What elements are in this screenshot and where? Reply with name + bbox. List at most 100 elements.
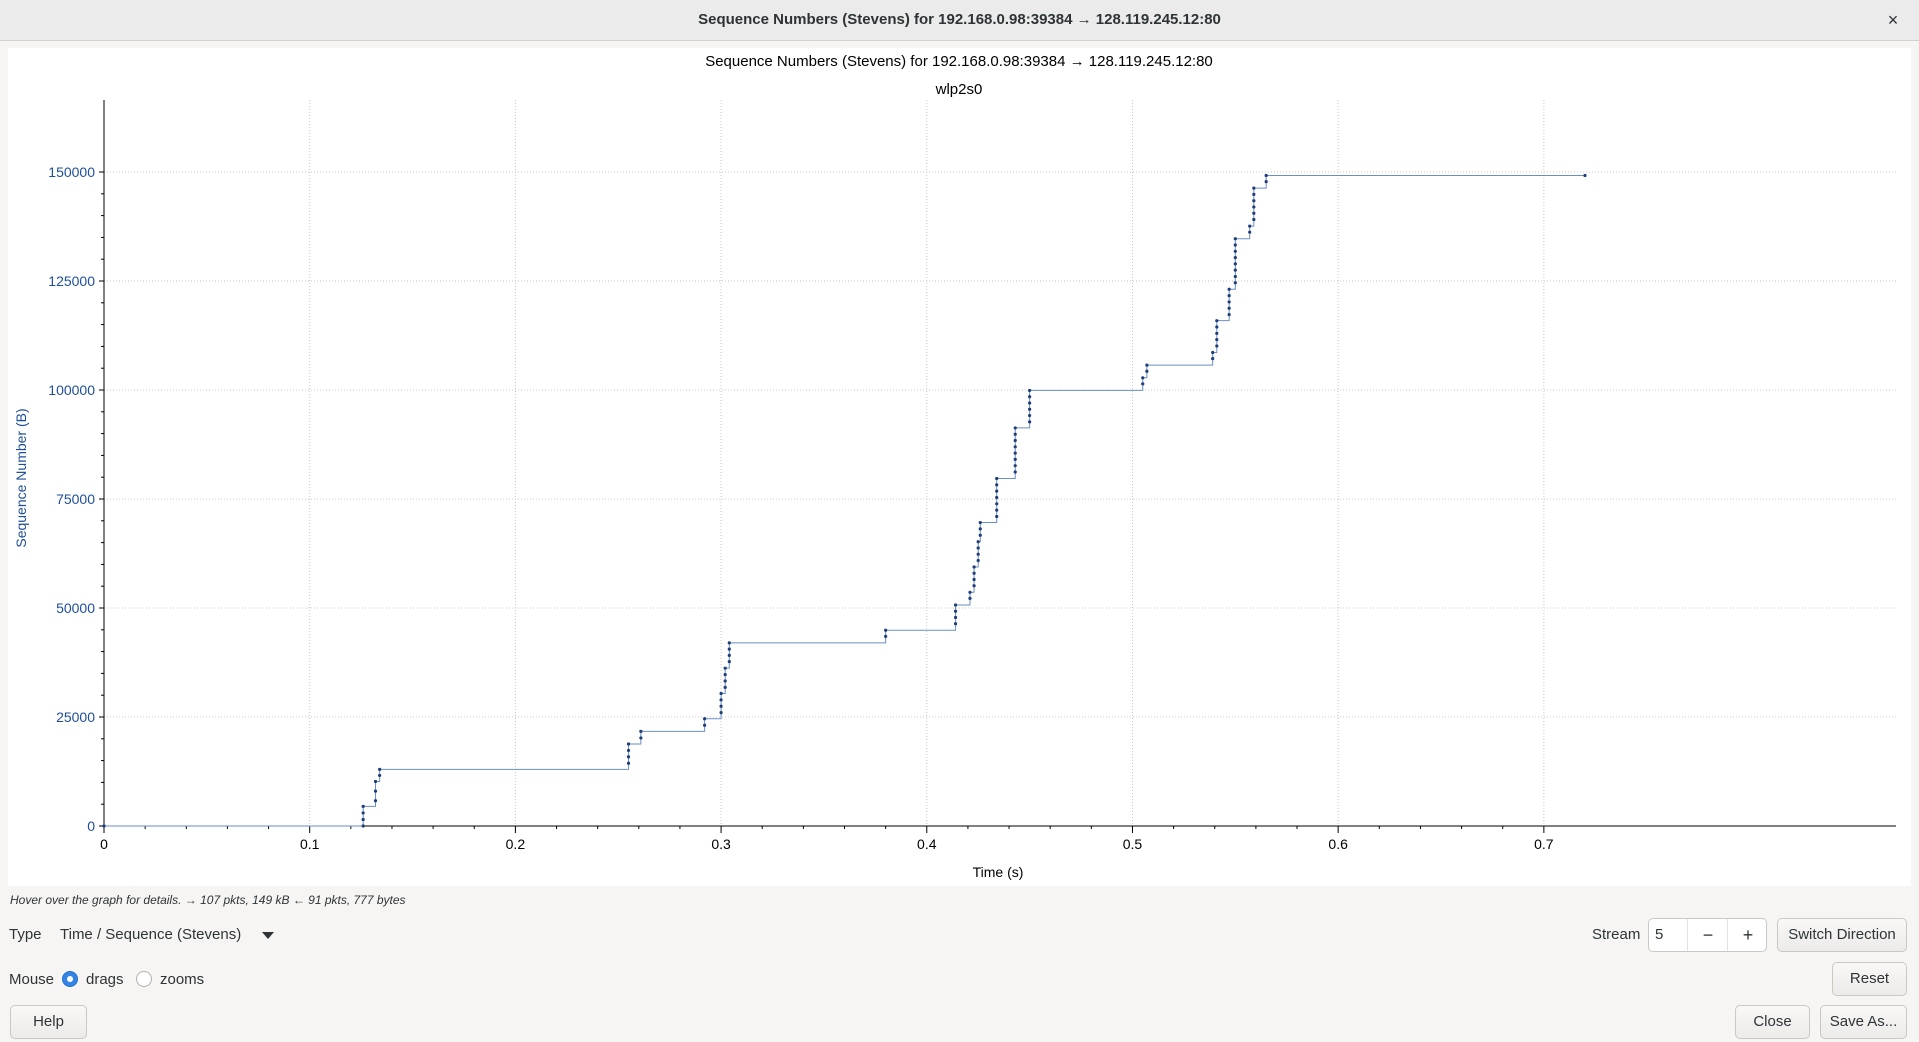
segment-point	[995, 489, 999, 493]
status-hint: Hover over the graph for details. → 107 …	[10, 893, 406, 907]
segment-point	[1215, 319, 1219, 323]
segment-point	[719, 704, 723, 708]
segment-point	[1013, 445, 1017, 449]
segment-point	[972, 565, 976, 569]
mouse-row: Mouse drags zooms Reset	[0, 962, 1919, 996]
segment-point	[1215, 338, 1219, 342]
y-axis-ticks: 0 25000 50000 75000 100000 125000 150000	[48, 164, 104, 834]
x-tick-label: 0.1	[300, 836, 320, 852]
segment-point	[1227, 306, 1231, 310]
segment-point	[1248, 230, 1252, 234]
segment-point	[1264, 173, 1268, 178]
segment-point	[626, 748, 631, 753]
segment-point	[1028, 420, 1032, 424]
help-button[interactable]: Help	[10, 1005, 87, 1039]
y-axis-label: Sequence Number (B)	[13, 408, 29, 547]
segment-point	[1013, 426, 1017, 430]
stream-increment-button[interactable]: +	[1727, 919, 1768, 951]
segment-point	[361, 811, 365, 815]
segment-point	[953, 615, 958, 620]
segment-point	[972, 577, 976, 582]
grid-lines	[104, 100, 1896, 826]
segment-point	[1227, 300, 1231, 304]
drags-radio[interactable]	[62, 971, 78, 987]
type-dropdown[interactable]: Time / Sequence (Stevens)	[48, 918, 280, 952]
close-button[interactable]: Close	[1735, 1005, 1810, 1039]
drags-label[interactable]: drags	[86, 971, 124, 988]
window-titlebar: Sequence Numbers (Stevens) for 192.168.0…	[0, 0, 1919, 41]
y-tick-label: 0	[87, 818, 95, 834]
segment-point	[1013, 470, 1017, 474]
segment-point	[884, 634, 888, 638]
segment-point	[953, 603, 958, 607]
segment-point	[1233, 268, 1237, 272]
segment-point	[968, 596, 972, 601]
segment-point	[719, 711, 723, 715]
segment-point	[1252, 192, 1256, 197]
segment-point	[719, 698, 723, 702]
segment-point	[639, 736, 643, 740]
segment-point	[727, 653, 731, 657]
segment-point	[968, 590, 972, 594]
segment-point	[1233, 243, 1237, 247]
segment-point	[976, 546, 980, 550]
stream-spinbox[interactable]: 5 − +	[1648, 918, 1767, 952]
segment-point	[727, 641, 731, 645]
axes	[103, 100, 1896, 827]
segment-point	[639, 729, 643, 733]
sequence-step-line	[104, 174, 1585, 827]
segment-point	[1215, 331, 1219, 335]
stream-decrement-button[interactable]: −	[1687, 919, 1728, 951]
close-icon[interactable]: ×	[1887, 10, 1899, 30]
segment-point	[378, 773, 382, 778]
segment-point	[1028, 407, 1032, 411]
x-tick-label: 0.4	[917, 836, 937, 852]
zooms-radio[interactable]	[136, 971, 152, 987]
stream-value[interactable]: 5	[1655, 926, 1664, 943]
segment-point	[1013, 464, 1017, 468]
type-dropdown-value: Time / Sequence (Stevens)	[60, 926, 242, 943]
segment-point	[1233, 274, 1237, 279]
segment-point	[1227, 294, 1231, 298]
segment-point	[1211, 357, 1215, 361]
mouse-label: Mouse	[9, 971, 55, 988]
segment-point	[976, 558, 980, 563]
chevron-down-icon	[262, 932, 274, 939]
segment-point	[723, 666, 727, 670]
segment-point	[978, 520, 982, 525]
y-tick-label: 50000	[56, 600, 95, 616]
save-as-button[interactable]: Save As...	[1820, 1005, 1907, 1039]
sequence-chart[interactable]: Sequence Numbers (Stevens) for 192.168.0…	[8, 48, 1911, 886]
segment-point	[1252, 217, 1256, 222]
segment-point	[1028, 395, 1032, 399]
zooms-label[interactable]: zooms	[160, 971, 205, 988]
graph-title: Sequence Numbers (Stevens) for 192.168.0…	[705, 53, 1213, 70]
graph-area[interactable]: Sequence Numbers (Stevens) for 192.168.0…	[8, 48, 1911, 886]
segment-point	[1013, 438, 1017, 443]
segment-point	[1252, 199, 1256, 203]
segment-point	[361, 824, 365, 828]
segment-point	[1145, 363, 1149, 367]
segment-point	[1233, 255, 1237, 260]
window-title: Sequence Numbers (Stevens) for 192.168.0…	[698, 11, 1221, 28]
segment-point	[1028, 388, 1032, 393]
reset-button[interactable]: Reset	[1832, 962, 1907, 996]
segment-point	[884, 628, 888, 632]
segment-point	[953, 609, 958, 613]
segment-point	[626, 742, 631, 746]
segment-point	[378, 767, 382, 771]
segment-point	[723, 672, 727, 677]
x-axis-ticks: 0 0.1 0.2 0.3 0.4 0.5 0.6 0.7	[100, 826, 1554, 852]
x-tick-label: 0.3	[711, 836, 731, 852]
sequence-series	[102, 173, 1587, 828]
segment-point	[727, 660, 731, 664]
switch-direction-button[interactable]: Switch Direction	[1777, 918, 1907, 952]
segment-point	[1252, 211, 1256, 215]
segment-point	[1233, 249, 1237, 253]
segment-point	[1215, 325, 1219, 329]
segment-point	[995, 514, 999, 519]
segment-point	[727, 647, 731, 651]
segment-point	[976, 552, 980, 556]
y-tick-label: 100000	[48, 382, 95, 398]
segment-point	[972, 571, 976, 575]
